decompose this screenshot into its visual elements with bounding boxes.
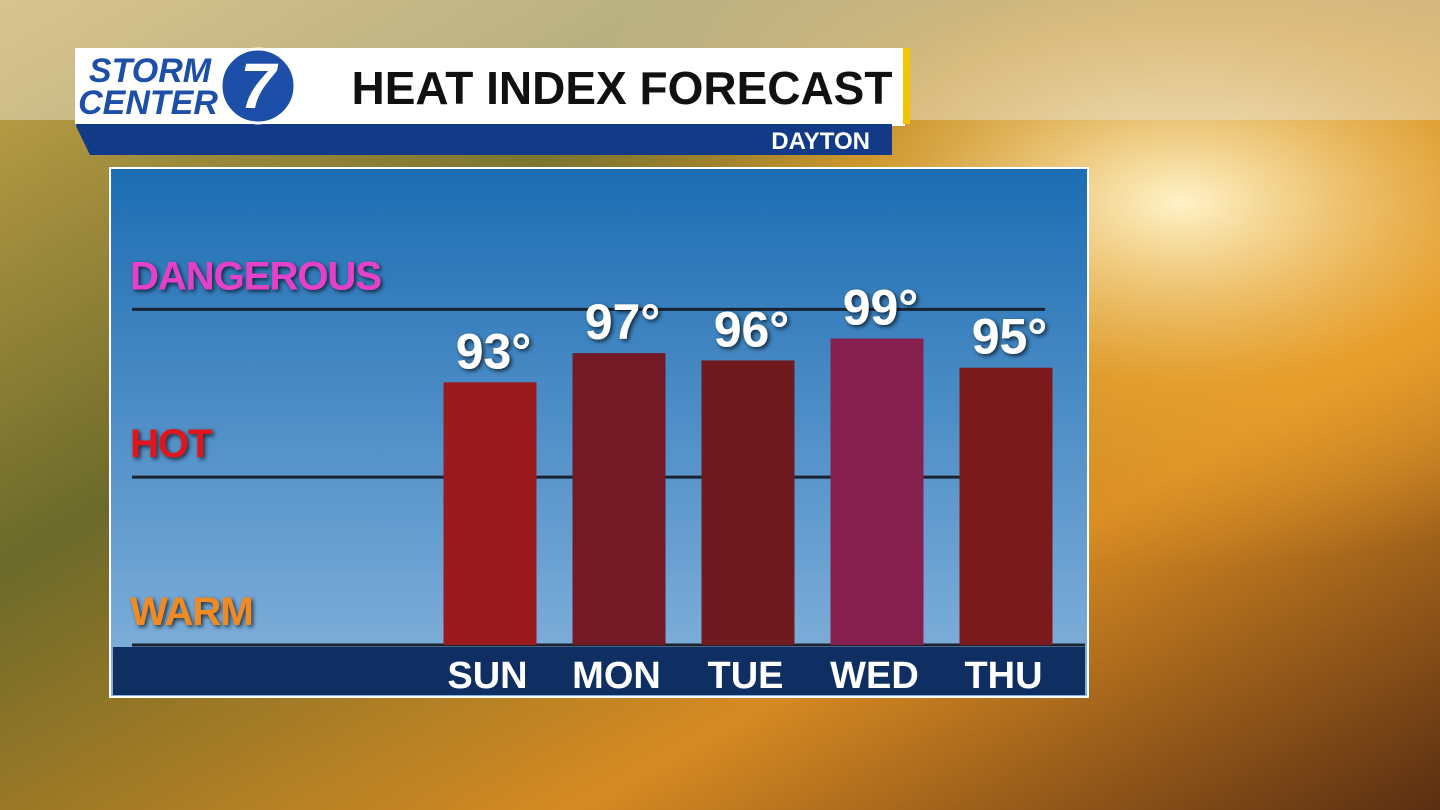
bar	[701, 360, 795, 645]
x-tick-label: SUN	[447, 655, 527, 697]
x-tick-label: MON	[572, 655, 661, 697]
subtitle-bar	[75, 124, 892, 155]
value-label: 99°	[843, 280, 919, 336]
y-tick-label: HOT	[130, 422, 212, 466]
chart-subtitle: DAYTON	[771, 128, 870, 155]
y-tick-label: WARM	[130, 590, 253, 634]
value-label: 97°	[585, 294, 661, 350]
bar	[830, 338, 924, 645]
x-tick-label: THU	[964, 655, 1042, 697]
bars	[443, 338, 1053, 645]
logo-line1: STORM	[89, 52, 212, 90]
bar	[443, 382, 537, 645]
value-label: 93°	[456, 323, 532, 379]
logo-line2: CENTER	[78, 84, 218, 122]
header-bar	[75, 48, 905, 126]
header-accent	[903, 48, 910, 124]
y-tick-label: DANGEROUS	[130, 254, 381, 298]
value-label: 95°	[972, 309, 1048, 365]
chart-title: HEAT INDEX FORECAST	[352, 62, 893, 114]
x-tick-label: WED	[830, 655, 919, 697]
bar	[572, 353, 666, 645]
logo-number: 7	[240, 50, 279, 122]
bar	[959, 367, 1053, 645]
logo-circle	[219, 47, 297, 125]
x-tick-label: TUE	[708, 655, 784, 697]
category-strip	[113, 647, 1085, 695]
value-label: 96°	[714, 301, 790, 357]
